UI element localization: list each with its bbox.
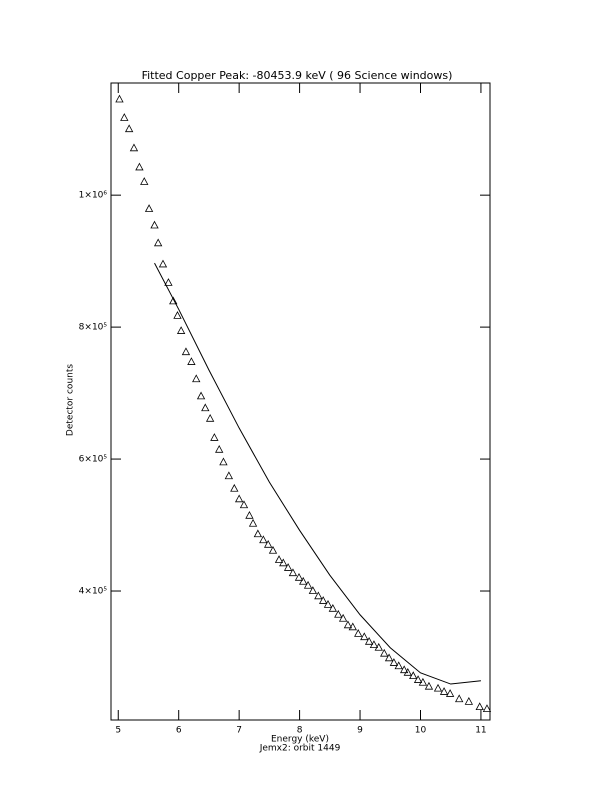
x-tick-label: 9 xyxy=(357,726,363,736)
data-point xyxy=(129,143,139,152)
data-point xyxy=(418,677,428,686)
data-point xyxy=(409,671,418,680)
data-point xyxy=(120,113,129,121)
data-point xyxy=(201,403,210,412)
data-point xyxy=(263,539,273,548)
data-point xyxy=(192,374,201,383)
data-point xyxy=(173,311,182,319)
data-point xyxy=(364,636,374,645)
data-point xyxy=(115,94,124,103)
y-tick-label: 4×10⁵ xyxy=(79,587,108,597)
data-point xyxy=(164,278,173,286)
data-point xyxy=(135,162,144,171)
data-point xyxy=(283,563,293,571)
data-point xyxy=(158,259,168,268)
data-point xyxy=(239,500,249,509)
chart-title: Fitted Copper Peak: -80453.9 keV ( 96 Sc… xyxy=(142,69,453,82)
data-point xyxy=(374,642,383,651)
data-point xyxy=(348,622,357,631)
data-point xyxy=(248,518,258,527)
data-point xyxy=(253,529,263,538)
data-point xyxy=(274,555,284,563)
data-point xyxy=(279,558,288,567)
data-point xyxy=(181,347,191,356)
data-point xyxy=(424,681,434,690)
data-point xyxy=(384,653,394,662)
data-point xyxy=(268,545,278,554)
x-tick-label: 11 xyxy=(475,726,486,736)
data-point xyxy=(445,689,455,697)
data-point xyxy=(308,586,318,594)
data-point xyxy=(360,632,369,641)
data-point xyxy=(464,697,474,705)
data-point xyxy=(314,591,323,600)
data-point xyxy=(318,596,328,604)
data-point xyxy=(205,413,215,422)
data-point xyxy=(245,510,254,519)
data-point xyxy=(354,629,363,637)
data-point xyxy=(169,296,178,305)
data-point xyxy=(153,238,163,247)
data-point xyxy=(234,494,244,503)
data-point xyxy=(394,661,403,670)
data-point xyxy=(224,471,234,480)
data-point xyxy=(187,357,196,365)
data-point xyxy=(475,702,484,711)
x-axis-label: Energy (keV) xyxy=(271,735,329,745)
data-point xyxy=(399,665,409,674)
fit-line xyxy=(154,262,481,685)
x-tick-label: 10 xyxy=(415,726,427,736)
x-tick-label: 7 xyxy=(236,726,242,736)
data-point xyxy=(196,391,206,400)
data-point xyxy=(369,640,379,649)
data-point xyxy=(413,675,423,683)
plot-frame xyxy=(110,82,491,721)
y-tick-label: 1×10⁶ xyxy=(79,191,108,201)
data-point xyxy=(215,444,224,453)
data-point xyxy=(210,433,219,441)
data-point xyxy=(439,687,449,695)
data-point xyxy=(150,220,159,229)
data-point xyxy=(288,568,298,577)
data-point xyxy=(299,576,308,585)
footer: Jemx2: orbit 1449 xyxy=(259,744,341,754)
data-point xyxy=(403,667,412,676)
data-point xyxy=(433,683,443,692)
data-point xyxy=(334,609,343,618)
data-point xyxy=(219,457,228,466)
data-point xyxy=(343,620,353,629)
data-point xyxy=(144,204,154,212)
data-point xyxy=(294,572,304,581)
data-point xyxy=(482,704,492,713)
data-point xyxy=(230,483,239,492)
data-point xyxy=(455,694,464,703)
data-point xyxy=(380,648,389,657)
x-tick-label: 8 xyxy=(297,726,303,736)
y-axis-label: Detector counts xyxy=(66,364,76,436)
y-tick-label: 8×10⁵ xyxy=(79,323,108,333)
data-point xyxy=(303,580,313,589)
data-point xyxy=(140,177,149,185)
y-tick-label: 6×10⁵ xyxy=(79,455,108,465)
data-point xyxy=(259,535,268,544)
data-point xyxy=(389,658,399,666)
data-point xyxy=(176,326,186,334)
data-point xyxy=(338,613,348,622)
data-point xyxy=(323,600,333,608)
x-tick-label: 5 xyxy=(115,726,121,736)
data-point xyxy=(328,603,338,612)
data-point xyxy=(124,124,134,133)
x-tick-label: 6 xyxy=(176,726,182,736)
